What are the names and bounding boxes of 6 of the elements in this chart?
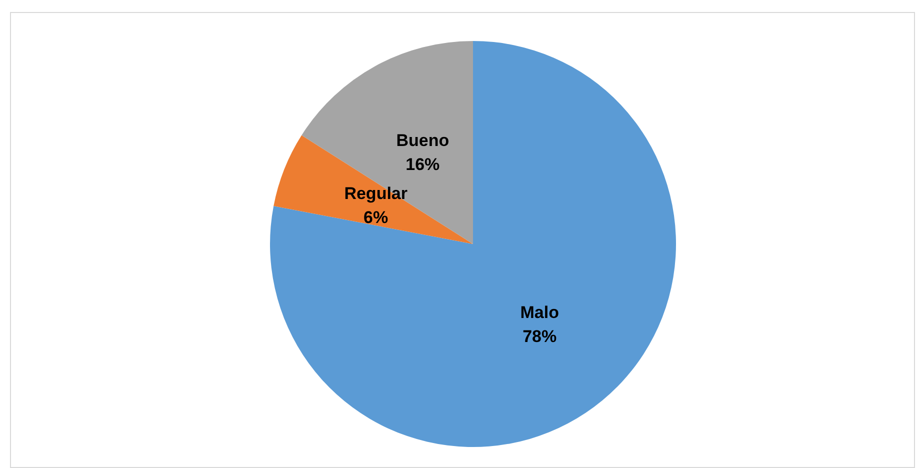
slice-label: Regular [344,184,408,204]
slice-label: Bueno [396,130,450,150]
slice-label: Malo [520,303,559,322]
data-label: 78% [522,327,557,346]
data-label: 16% [406,154,440,174]
data-label: 6% [364,208,388,228]
